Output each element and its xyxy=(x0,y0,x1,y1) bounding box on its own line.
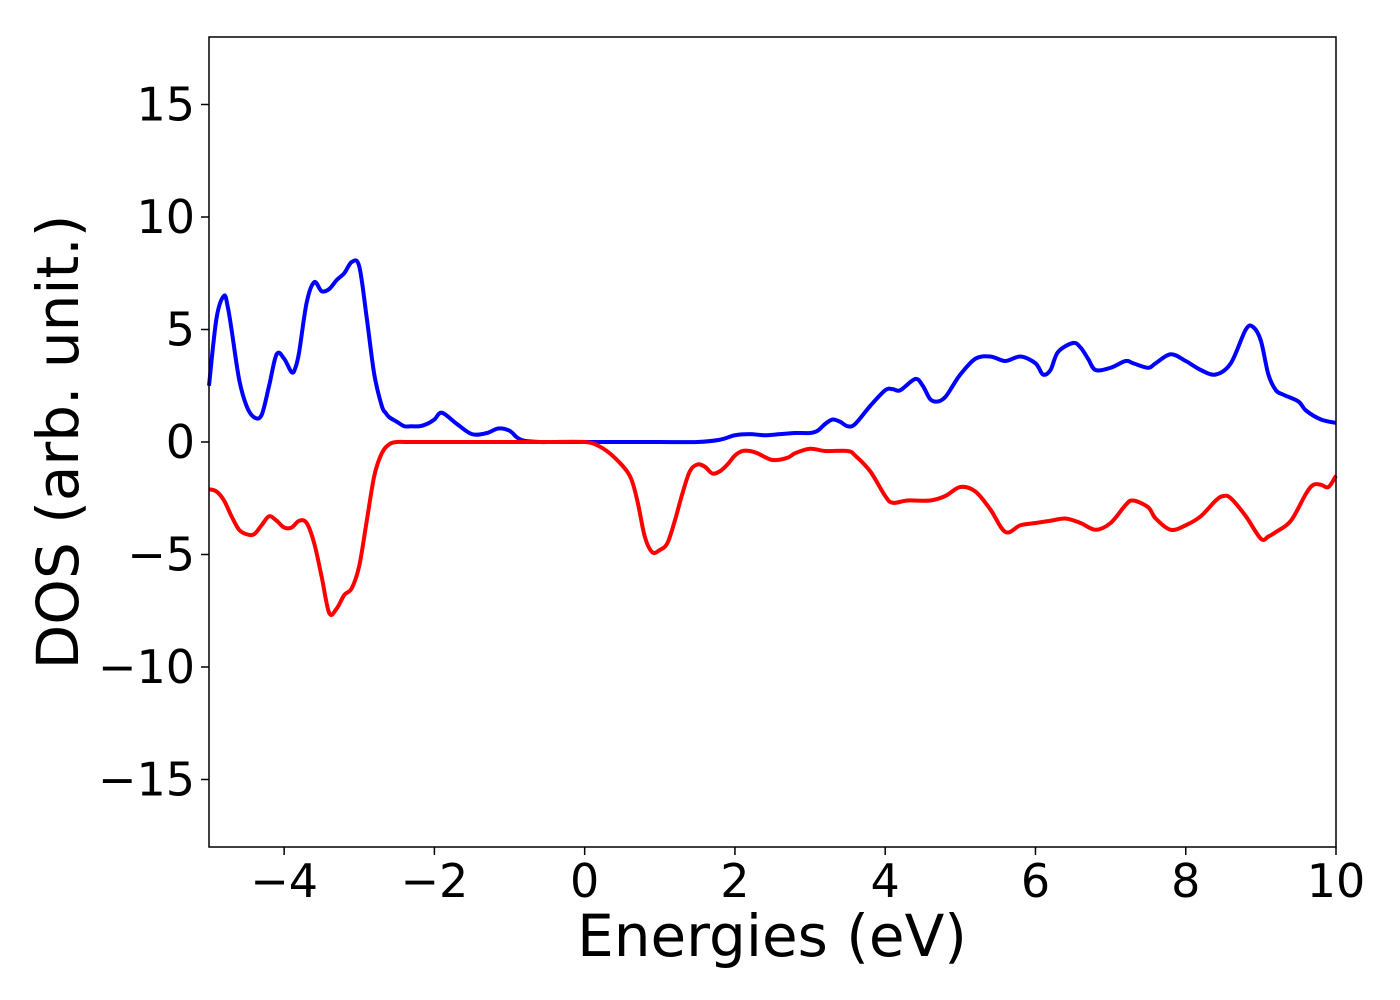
plot-frame xyxy=(208,36,1337,848)
y-tick-label: 5 xyxy=(166,303,195,357)
y-tick-label: −10 xyxy=(98,640,195,694)
series-line-1 xyxy=(207,258,1337,445)
x-tick-label: 0 xyxy=(570,854,599,908)
x-axis-label: Energies (eV) xyxy=(577,902,967,970)
x-tick-label: 6 xyxy=(1021,854,1050,908)
x-tick-label: −2 xyxy=(400,854,468,908)
y-tick-label: −5 xyxy=(127,528,195,582)
series-line-2 xyxy=(208,439,1338,617)
x-tick-label: 4 xyxy=(871,854,900,908)
x-tick-label: 2 xyxy=(720,854,749,908)
y-tick-label: 10 xyxy=(136,190,195,244)
y-tick-label: −15 xyxy=(98,753,195,807)
y-tick-label: 15 xyxy=(136,78,195,132)
x-tick-label: −4 xyxy=(250,854,318,908)
x-tick-label: 10 xyxy=(1307,854,1366,908)
x-tick-label: 8 xyxy=(1171,854,1200,908)
y-axis-label: DOS (arb. unit.) xyxy=(24,215,92,670)
series-layer xyxy=(207,258,1338,617)
x-axis: −4 −2 0 2 4 6 8 10 xyxy=(250,847,1365,908)
y-axis: −15 −10 −5 0 5 10 15 xyxy=(98,78,209,807)
y-tick-label: 0 xyxy=(166,415,195,469)
